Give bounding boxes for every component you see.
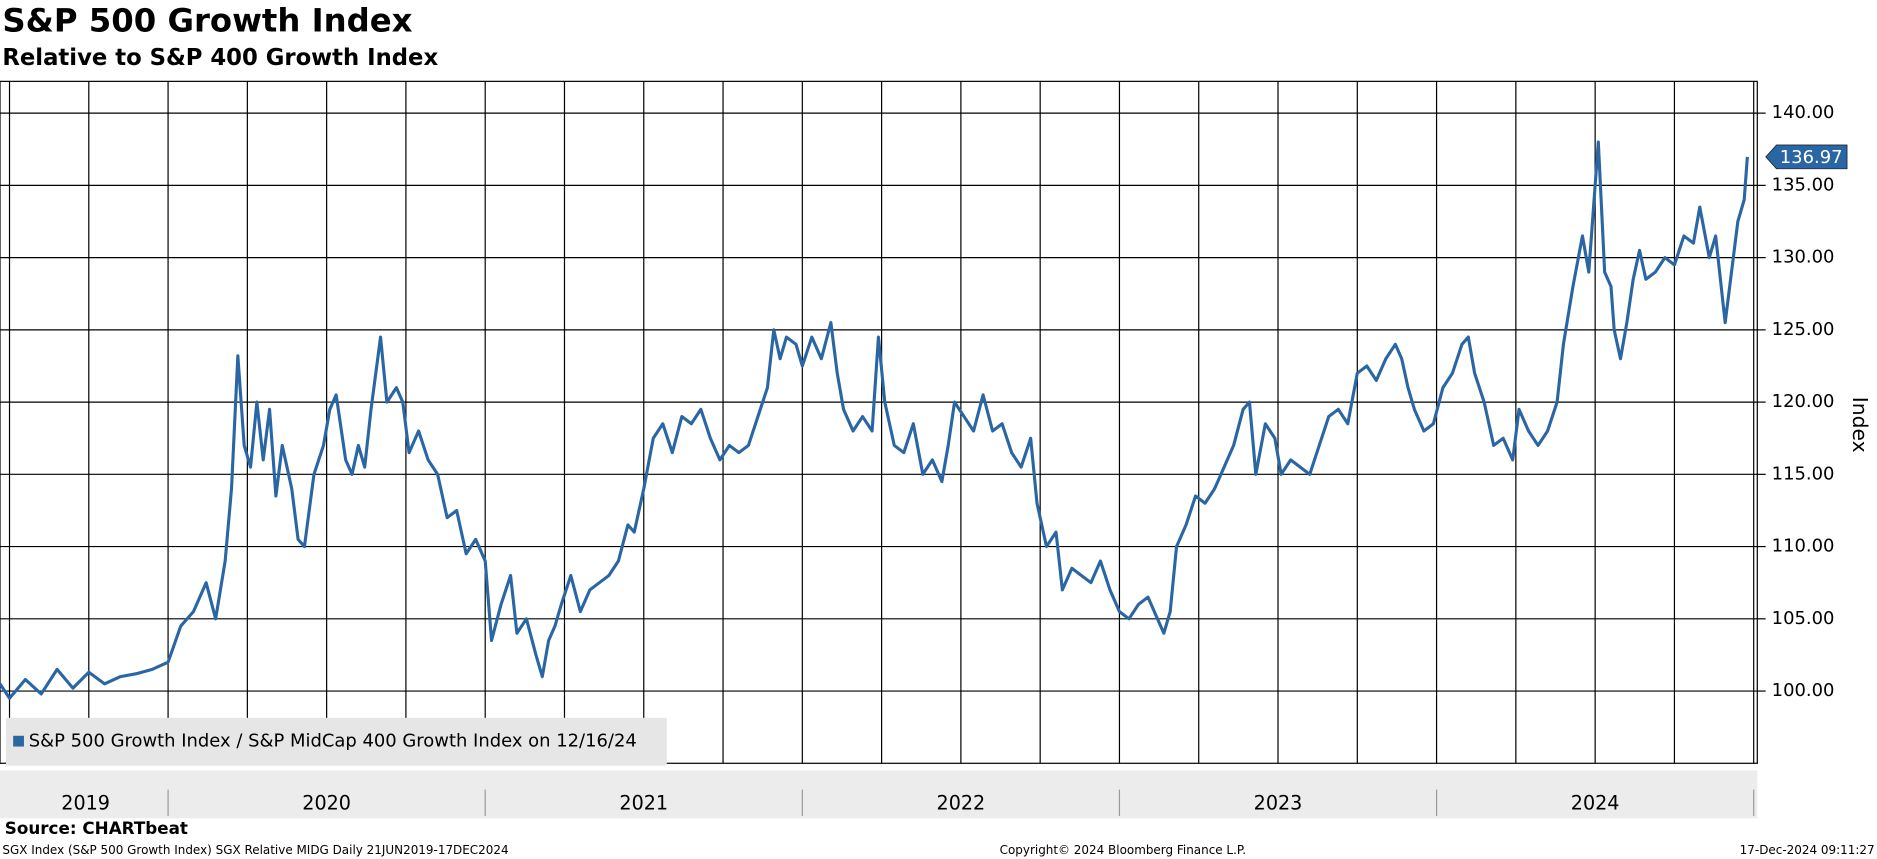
legend-label: S&P 500 Growth Index / S&P MidCap 400 Gr…	[29, 731, 637, 752]
x-tick-label: 2021	[619, 791, 668, 814]
last-value-tag	[1765, 144, 1848, 170]
plot-frame	[0, 80, 1758, 764]
y-tick-label: 115.00	[1772, 463, 1835, 484]
x-axis-band	[0, 770, 1758, 819]
y-tick-label: 130.00	[1772, 247, 1835, 268]
y-tick-label: 125.00	[1772, 319, 1835, 340]
chart-subtitle: Relative to S&P 400 Growth Index	[2, 45, 438, 71]
footer-right: 17-Dec-2024 09:11:27	[1740, 843, 1875, 857]
source: Source: CHARTbeat	[5, 818, 188, 838]
grid	[0, 81, 1758, 764]
y-axis-label: Index	[1848, 397, 1872, 453]
footer-center: Copyright© 2024 Bloomberg Finance L.P.	[1000, 843, 1246, 857]
footer-left: SGX Index (S&P 500 Growth Index) SGX Rel…	[2, 843, 508, 857]
y-tick-label: 140.00	[1772, 102, 1835, 123]
x-tick-label: 2022	[937, 791, 986, 814]
y-tick-label: 135.00	[1772, 174, 1835, 195]
x-tick-label: 2019	[61, 791, 110, 814]
x-tick-label: 2020	[302, 791, 351, 814]
series-line	[0, 140, 1749, 700]
y-tick-label: 100.00	[1772, 680, 1835, 701]
legend-swatch	[13, 735, 24, 747]
x-tick-label: 2023	[1254, 791, 1303, 814]
legend-box	[5, 717, 667, 766]
y-tick-label: 120.00	[1772, 391, 1835, 412]
last-value-label: 136.97	[1780, 147, 1843, 168]
x-tick-label: 2024	[1571, 791, 1620, 814]
y-tick-label: 105.00	[1772, 608, 1835, 629]
chart-title: S&P 500 Growth Index	[2, 2, 412, 40]
y-tick-label: 110.00	[1772, 536, 1835, 557]
